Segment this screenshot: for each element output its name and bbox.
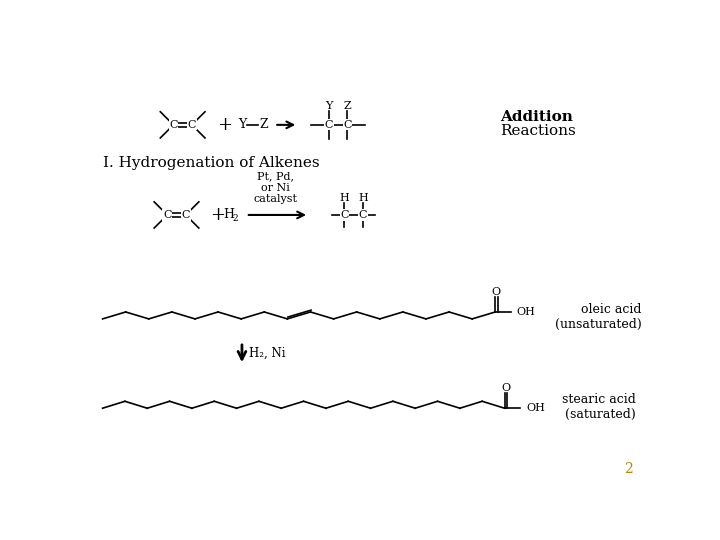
Text: C: C <box>325 120 333 130</box>
Text: C: C <box>181 210 190 220</box>
Text: H₂, Ni: H₂, Ni <box>249 347 285 360</box>
Text: O: O <box>501 383 510 393</box>
Text: C: C <box>163 210 171 220</box>
Text: Z: Z <box>259 118 268 131</box>
Text: O: O <box>492 287 501 297</box>
Text: +: + <box>217 116 232 134</box>
Text: 2: 2 <box>624 462 632 476</box>
Text: OH: OH <box>517 307 536 317</box>
Text: +: + <box>210 206 225 224</box>
Text: C: C <box>343 120 351 130</box>
Text: Z: Z <box>343 102 351 111</box>
Text: C: C <box>188 120 196 130</box>
Text: C: C <box>359 210 367 220</box>
Text: I. Hydrogenation of Alkenes: I. Hydrogenation of Alkenes <box>102 157 319 170</box>
Text: C: C <box>340 210 348 220</box>
Text: Addition: Addition <box>500 110 573 124</box>
Text: Y: Y <box>325 102 333 111</box>
Text: H: H <box>358 193 368 203</box>
Text: Y: Y <box>238 118 246 131</box>
Text: H: H <box>223 208 235 221</box>
Text: 2: 2 <box>233 213 238 222</box>
Text: Reactions: Reactions <box>500 124 576 138</box>
Text: H: H <box>340 193 349 203</box>
Text: C: C <box>169 120 178 130</box>
Text: Pt, Pd,
or Ni
catalyst: Pt, Pd, or Ni catalyst <box>253 171 297 204</box>
Text: OH: OH <box>526 403 545 413</box>
Text: stearic acid
(saturated): stearic acid (saturated) <box>562 393 635 421</box>
Text: oleic acid
(unsaturated): oleic acid (unsaturated) <box>555 303 642 332</box>
